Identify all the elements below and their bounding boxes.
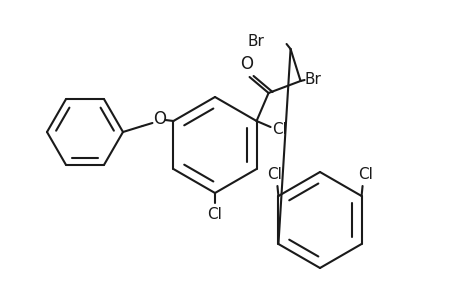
- Text: Cl: Cl: [358, 167, 372, 182]
- Text: Br: Br: [247, 34, 264, 49]
- Text: O: O: [152, 110, 166, 128]
- Text: Br: Br: [304, 71, 321, 86]
- Text: Cl: Cl: [272, 122, 287, 136]
- Text: O: O: [240, 55, 252, 73]
- Text: Cl: Cl: [207, 207, 222, 222]
- Text: Cl: Cl: [266, 167, 281, 182]
